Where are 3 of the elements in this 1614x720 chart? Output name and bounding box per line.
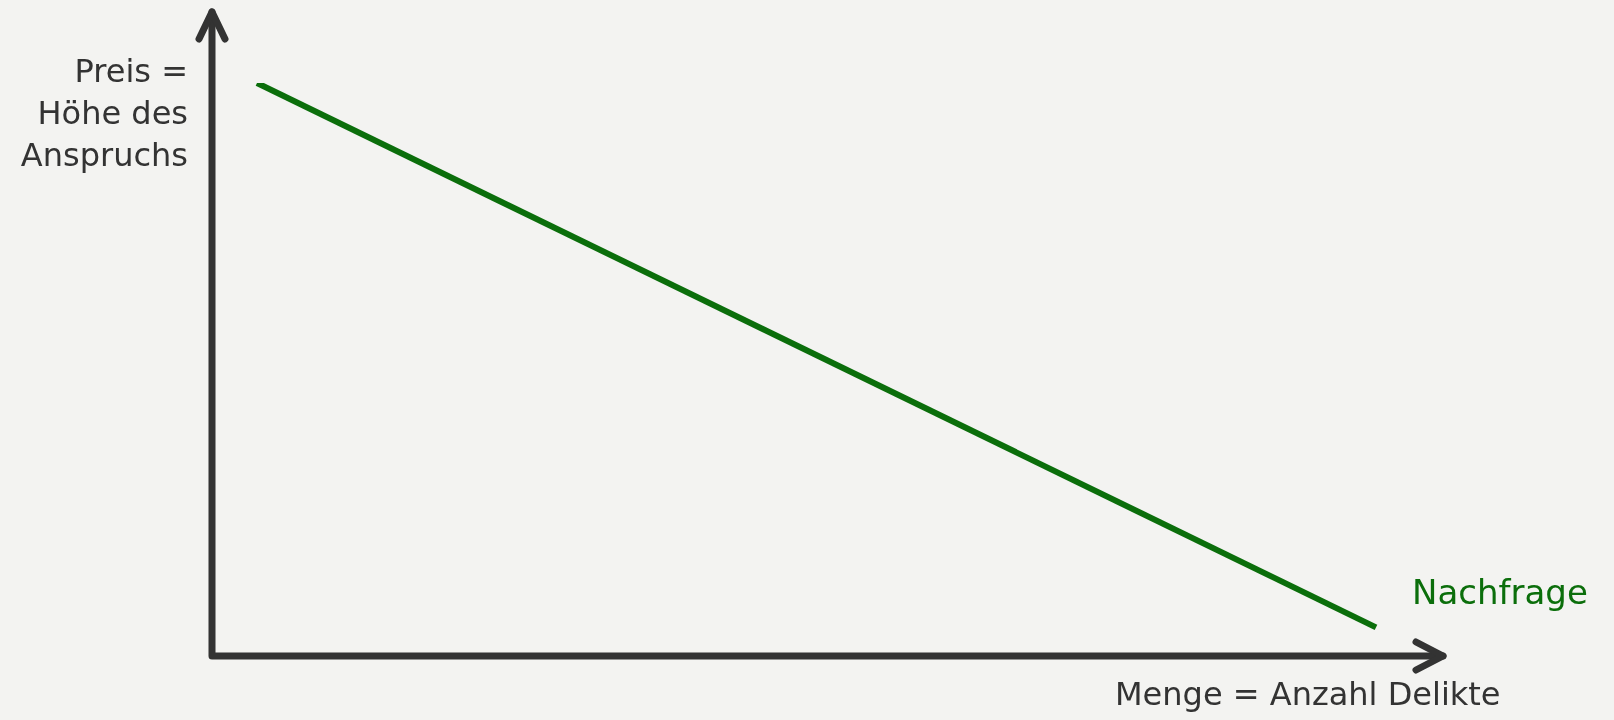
x-axis-title: Menge = Anzahl Delikte <box>1115 674 1501 715</box>
y-axis-title: Preis = Höhe des Anspruchs <box>19 51 188 176</box>
series-label: Nachfrage <box>1412 572 1588 613</box>
